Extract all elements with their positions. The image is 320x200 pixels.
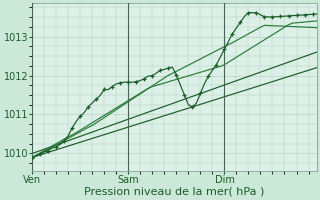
X-axis label: Pression niveau de la mer( hPa ): Pression niveau de la mer( hPa ): [84, 187, 265, 197]
